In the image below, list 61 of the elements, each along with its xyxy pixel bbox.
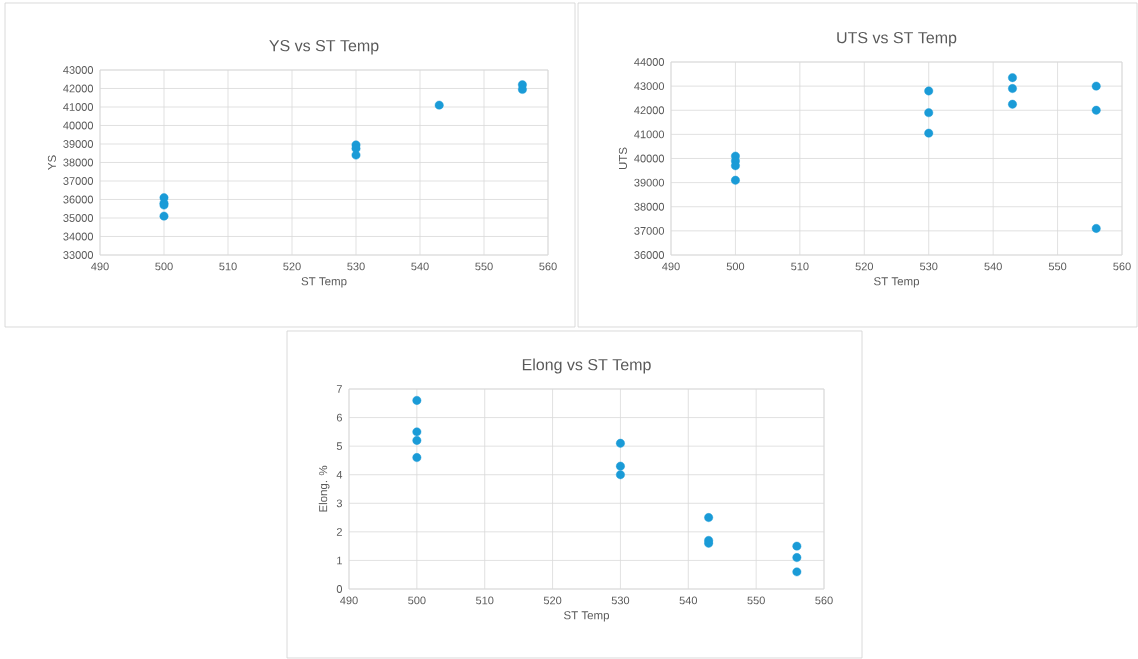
x-axis-title: ST Temp [874,277,920,288]
y-tick-label: 36000 [634,251,665,259]
x-tick-label: 560 [815,596,833,605]
x-tick-label: 560 [539,262,557,271]
y-tick-label: 42000 [63,84,94,93]
y-tick-label: 43000 [634,82,665,91]
x-tick-label: 530 [919,262,938,271]
x-tick-label: 550 [1048,262,1067,271]
x-tick-label: 540 [411,262,429,271]
y-tick-label: 0 [336,585,343,593]
y-tick-label: 37000 [63,177,94,185]
x-tick-label: 520 [283,262,301,271]
y-tick-label: 35000 [63,214,94,222]
y-tick-label: 36000 [63,195,94,204]
x-tick-label: 530 [611,596,630,605]
y-tick-label: 42000 [634,106,665,115]
x-tick-label: 500 [155,262,173,271]
y-tick-label: 39000 [634,178,665,187]
y-tick-label: 6 [336,413,342,422]
x-tick-label: 510 [219,262,237,271]
x-tick-label: 500 [726,262,745,271]
x-tick-label: 540 [679,596,698,605]
y-tick-label: 41000 [634,130,665,139]
y-tick-label: 34000 [63,232,94,241]
x-tick-label: 510 [475,596,494,605]
y-tick-label: 38000 [63,158,94,167]
x-tick-label: 550 [475,262,493,271]
x-tick-label: 510 [791,262,809,271]
y-tick-label: 40000 [63,121,94,130]
x-tick-label: 490 [91,262,109,271]
chart-title: YS vs ST Temp [269,39,379,55]
y-tick-label: 38000 [634,202,665,211]
y-tick-label: 7 [336,385,342,393]
x-tick-label: 530 [347,262,365,271]
x-tick-label: 550 [747,596,765,605]
y-tick-label: 4 [336,470,343,479]
x-tick-label: 540 [984,262,1002,271]
x-axis-title: ST Temp [564,611,610,622]
y-tick-label: 40000 [634,154,665,163]
x-tick-label: 500 [408,596,426,605]
chart-title: Elong vs ST Temp [522,358,651,374]
y-tick-label: 5 [336,442,342,450]
y-axis-title: UTS [618,147,628,170]
x-axis-title: ST Temp [301,277,347,288]
y-tick-label: 43000 [63,66,94,74]
x-tick-label: 490 [340,596,358,605]
y-tick-label: 3 [336,499,342,508]
y-axis-title: YS [47,155,57,170]
x-tick-label: 520 [543,596,562,605]
y-tick-label: 41000 [63,103,94,111]
y-axis-title: Elong. % [318,465,330,512]
x-tick-label: 520 [855,262,874,271]
y-tick-label: 33000 [63,251,94,259]
y-tick-label: 2 [336,528,342,536]
chart-title: UTS vs ST Temp [837,31,957,47]
x-tick-label: 560 [1113,262,1131,271]
y-tick-label: 39000 [63,140,94,148]
y-tick-label: 44000 [634,58,665,66]
x-tick-label: 490 [662,262,680,271]
y-tick-label: 1 [337,556,342,565]
y-tick-label: 37000 [634,226,665,235]
